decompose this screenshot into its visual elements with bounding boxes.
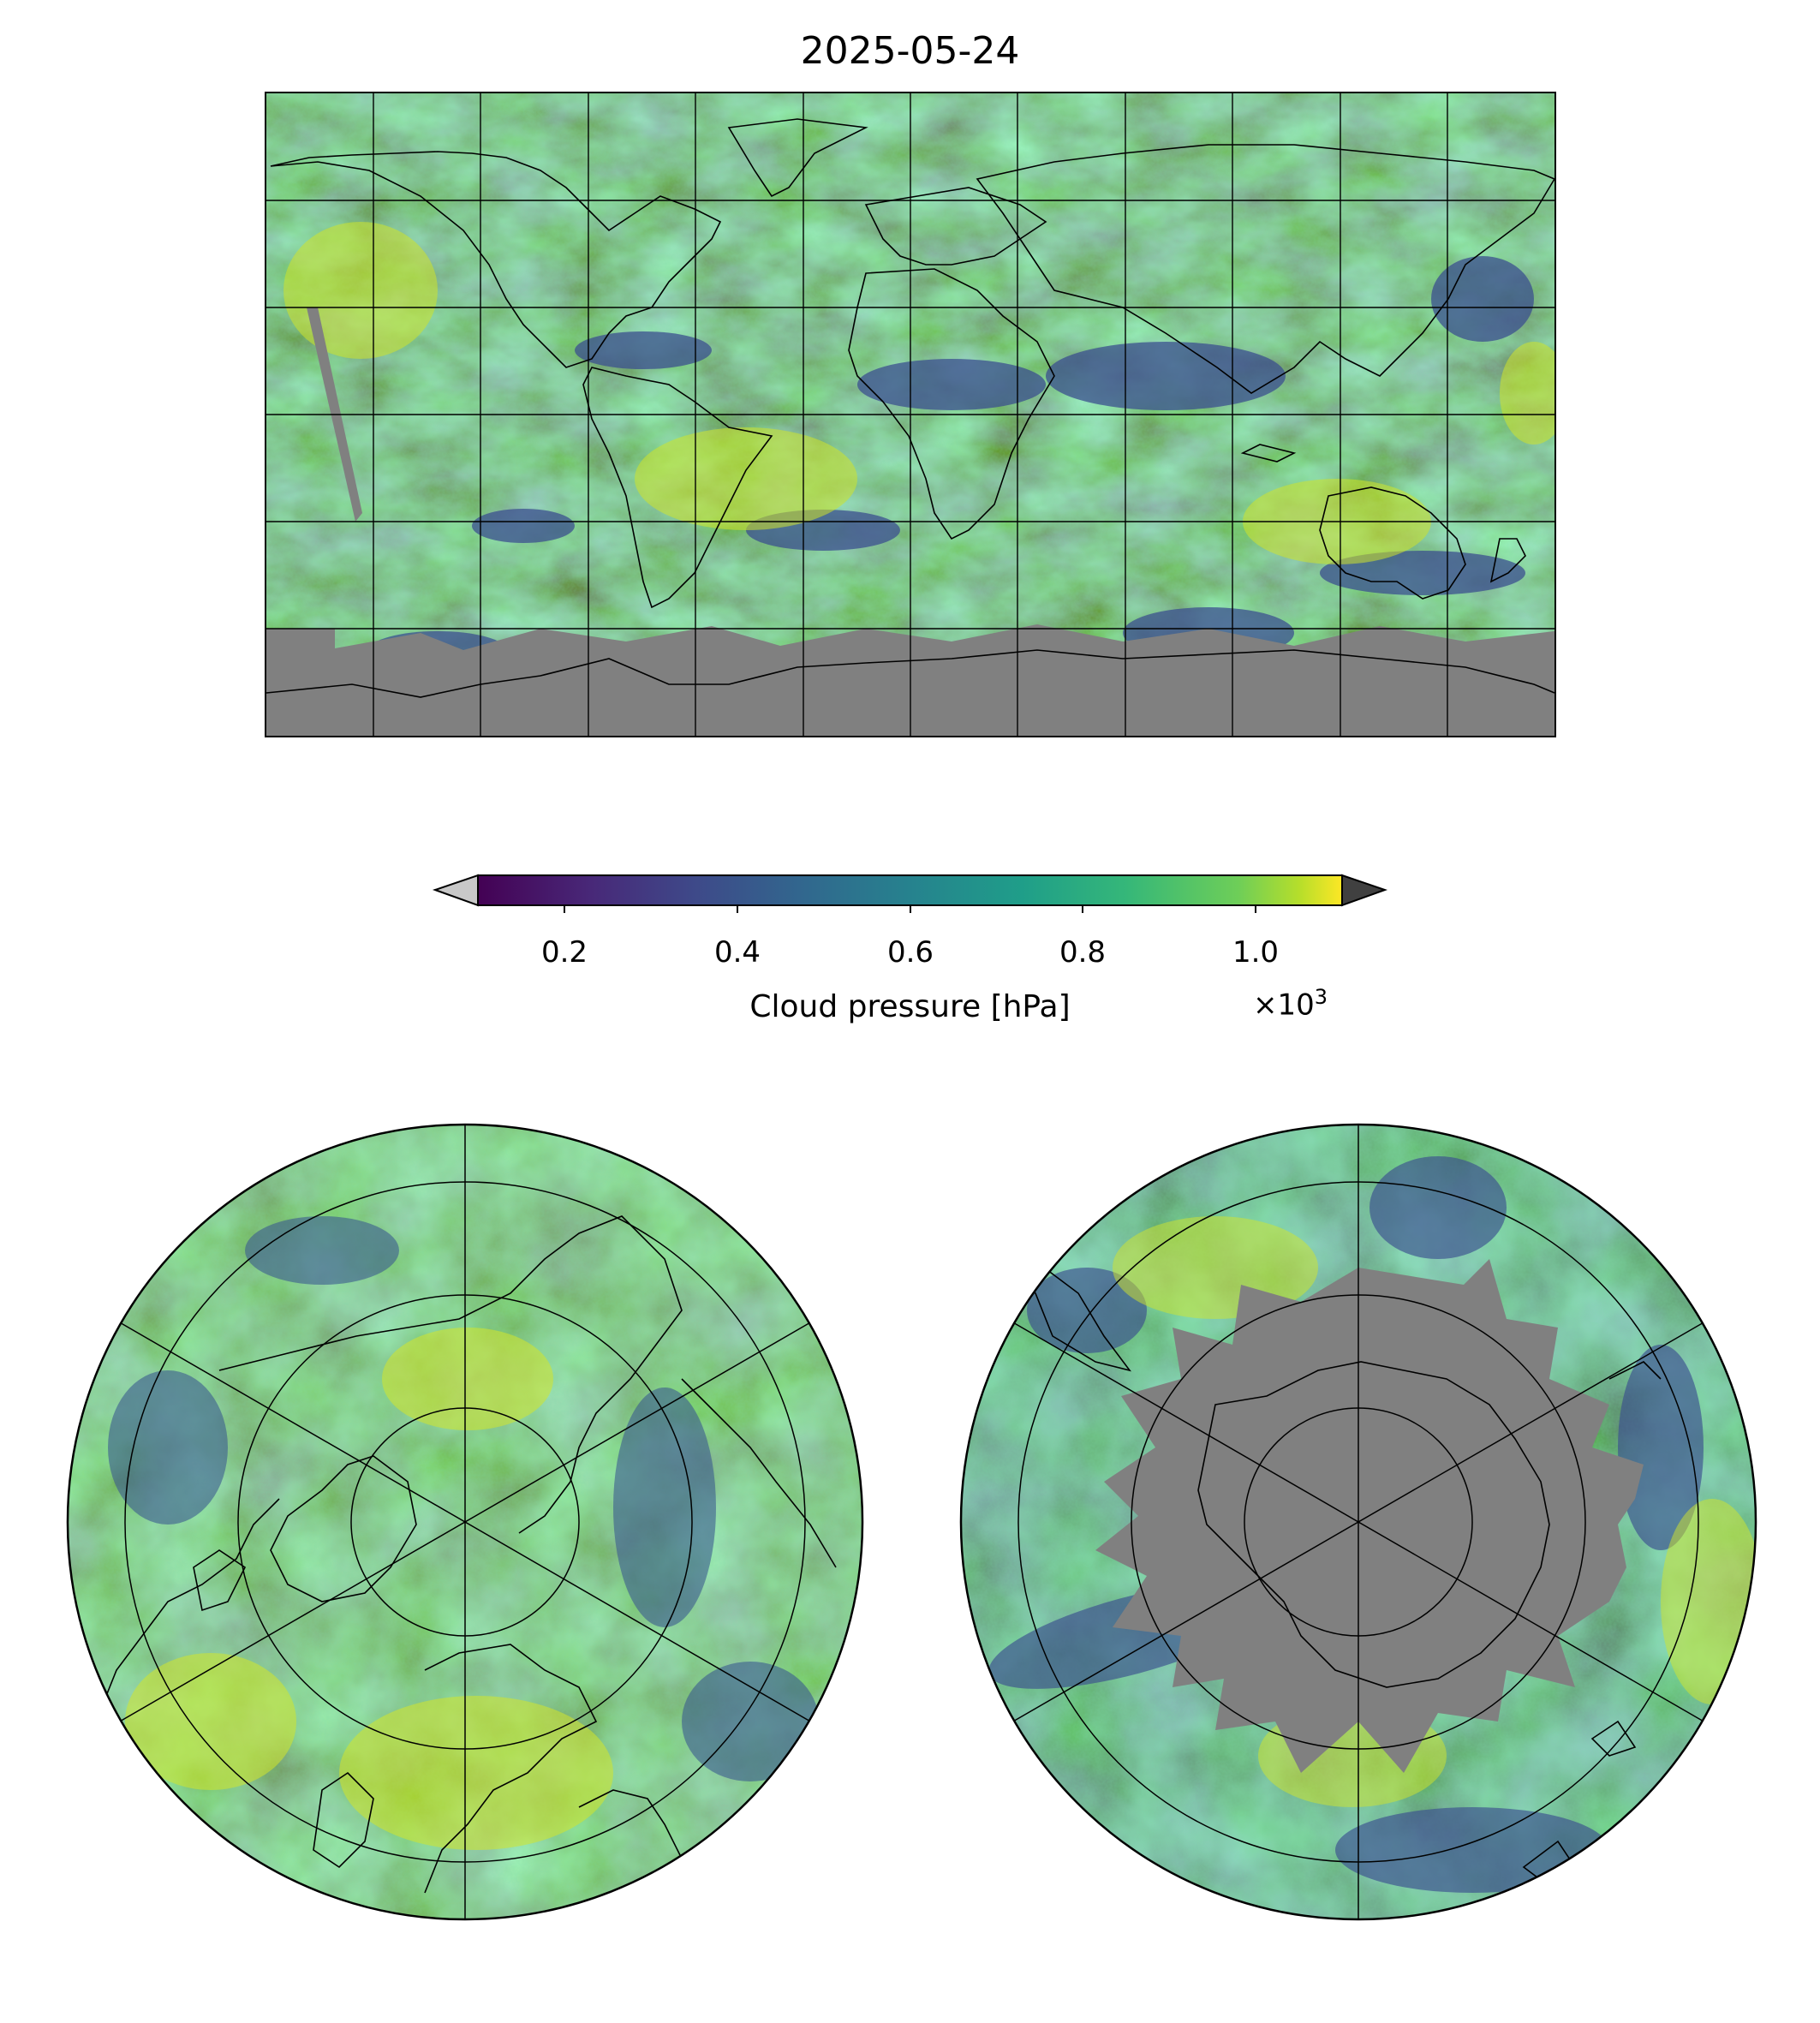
global-gridlines — [266, 93, 1554, 736]
colorbar-under-extension — [432, 874, 479, 907]
north-coastlines — [98, 1215, 837, 1894]
global-cloud-pressure-map — [265, 92, 1556, 737]
global-coastlines — [266, 118, 1554, 698]
colorbar-over-extension — [1341, 874, 1388, 907]
south-map-border — [959, 1123, 1757, 1921]
north-map-border — [66, 1123, 864, 1921]
south-gridlines — [1011, 1125, 1706, 1919]
colorbar-tick-label: 1.0 — [1232, 935, 1280, 970]
colorbar-tick-label: 0.4 — [713, 935, 761, 970]
south-polar-map — [959, 1123, 1757, 1921]
colorbar-label: Cloud pressure [hPa] — [749, 989, 1071, 1024]
colorbar-tick-label: 0.8 — [1059, 935, 1107, 970]
colorbar-tick-marks — [564, 905, 1256, 913]
figure-title: 2025-05-24 — [800, 29, 1020, 73]
colorbar-tick-label: 0.6 — [886, 935, 934, 970]
north-polar-map — [66, 1123, 864, 1921]
global-map-canvas — [266, 93, 1554, 736]
colorbar — [432, 874, 1388, 913]
colorbar-exponent-base: ×10 — [1253, 988, 1315, 1023]
colorbar-exponent: ×103 — [1253, 985, 1328, 1022]
colorbar-tick-label: 0.2 — [540, 935, 588, 970]
north-gridlines — [117, 1125, 813, 1919]
low-cloud-patches — [283, 222, 1554, 564]
colorbar-exponent-power: 3 — [1314, 985, 1328, 1009]
colorbar-gradient — [477, 874, 1343, 906]
